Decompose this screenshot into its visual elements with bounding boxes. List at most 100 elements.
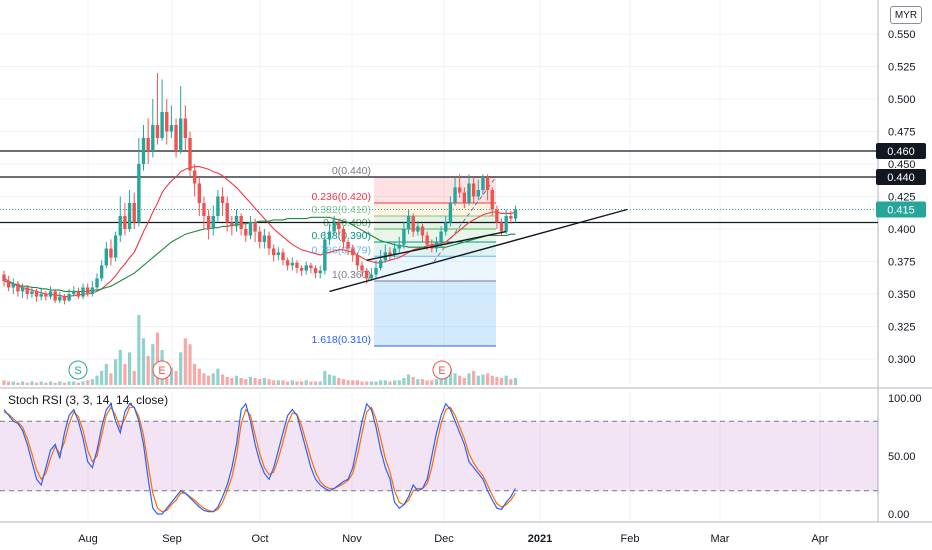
candle-body — [416, 226, 420, 232]
volume-bar — [351, 380, 355, 385]
price-badge-label: 0.440 — [887, 172, 915, 184]
candle-body — [220, 196, 225, 203]
volume-bar — [244, 379, 248, 385]
volume-bar — [44, 382, 48, 385]
time-tick-label: Nov — [342, 533, 362, 545]
volume-bar — [21, 381, 25, 385]
stoch-d-line — [3, 406, 517, 513]
stoch-rsi-title[interactable]: Stoch RSI (3, 3, 14, 14, close) — [8, 393, 168, 407]
volume-bar — [281, 380, 285, 385]
candle-body — [467, 183, 471, 203]
volume-bar — [388, 381, 392, 385]
candle-body — [332, 222, 336, 232]
volume-bar — [179, 352, 183, 385]
candle-body — [20, 287, 25, 292]
volume-bar — [332, 375, 336, 385]
candle-body — [81, 287, 85, 297]
candle-body — [499, 222, 504, 232]
candle-body — [513, 209, 518, 219]
volume-bar — [248, 376, 253, 385]
event-marker-circle — [432, 360, 452, 380]
stoch-tick-label: 100.00 — [888, 393, 922, 405]
time-tick-label: Oct — [251, 533, 268, 545]
volume-bar — [127, 352, 132, 385]
volume-bar — [509, 379, 513, 385]
horizontal-lines[interactable] — [0, 150, 878, 224]
price-scale[interactable]: 0.550 0.525 0.500 0.475 0.450 0.425 0.400 0.375… — [876, 29, 926, 366]
trendlines[interactable] — [329, 208, 628, 293]
time-scale[interactable]: Aug Sep Oct Nov Dec 2021 Feb Mar Apr — [78, 533, 829, 545]
event-marker-circle — [68, 360, 88, 380]
candle-body — [2, 274, 6, 281]
candle-body — [160, 112, 164, 138]
candle-body — [16, 283, 20, 292]
volume-bar — [151, 344, 155, 385]
candle-body — [86, 287, 90, 294]
volume-bar — [16, 382, 20, 385]
candle-body — [113, 235, 118, 258]
candle-body — [318, 270, 322, 274]
candle-body — [253, 222, 257, 232]
stoch-k-line — [3, 402, 517, 515]
volume-bar — [346, 380, 350, 385]
volume-bar — [137, 315, 141, 385]
candle-body — [30, 291, 34, 294]
candle-body — [137, 164, 141, 223]
candle-body — [323, 239, 327, 271]
candle-body — [313, 268, 318, 274]
event-marker-label: E — [438, 365, 445, 377]
candlesticks — [2, 73, 518, 305]
grid — [0, 0, 932, 523]
currency-button[interactable]: MYR — [890, 6, 922, 24]
volume-bar — [34, 382, 39, 385]
candle-body — [109, 248, 113, 258]
candle-body — [95, 278, 99, 288]
candle-body — [411, 216, 415, 232]
candle-body — [174, 125, 178, 151]
fib-zone — [374, 281, 496, 346]
trendline — [366, 230, 507, 261]
volume-bar — [290, 380, 294, 385]
time-tick-label: Dec — [434, 533, 454, 545]
volume-bar — [276, 380, 280, 385]
volume-bar — [393, 380, 397, 385]
candle-body — [490, 190, 494, 210]
candle-body — [179, 118, 183, 151]
volume-bar — [360, 381, 364, 385]
volume-bar — [169, 367, 173, 385]
volume-bar — [58, 381, 62, 385]
volume-bar — [318, 381, 322, 385]
candle-body — [439, 231, 443, 242]
volume-bar — [81, 381, 85, 385]
candle-body — [341, 229, 346, 242]
candle-body — [25, 287, 29, 294]
candle-body — [276, 252, 281, 255]
candle-body — [485, 177, 490, 190]
candle-body — [295, 262, 299, 268]
candle-body — [118, 216, 122, 236]
candle-body — [151, 125, 155, 151]
candle-body — [99, 265, 104, 279]
volume-bar — [341, 379, 346, 385]
price-tick-label: 0.400 — [888, 224, 916, 236]
volume-bar — [100, 371, 104, 385]
volume-bar — [379, 380, 383, 385]
fib-level-label: 0(0.440) — [332, 165, 371, 177]
volume-bar — [225, 376, 229, 385]
volume-bar — [2, 380, 6, 385]
price-badge — [876, 201, 926, 218]
candle-body — [476, 190, 480, 197]
candle-body — [234, 216, 239, 227]
time-tick-label: Sep — [162, 533, 182, 545]
volume-bar — [286, 381, 290, 385]
volume-bar — [309, 381, 313, 385]
volume-bar — [481, 374, 485, 385]
candle-body — [337, 222, 341, 229]
volume-bar — [430, 380, 434, 385]
candle-body — [290, 262, 294, 266]
candle-body — [104, 248, 108, 266]
fib-level-label: 1(0.360) — [332, 269, 371, 281]
candle-body — [192, 170, 197, 184]
